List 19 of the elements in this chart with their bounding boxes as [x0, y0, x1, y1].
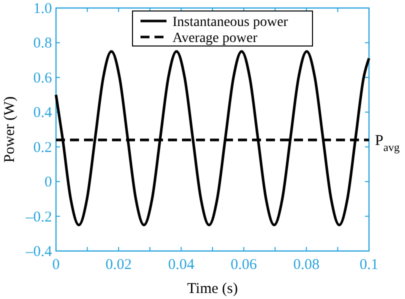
legend-label: Instantaneous power: [172, 15, 288, 30]
y-axis-title: Power (W): [2, 96, 18, 163]
y-tick-label: –0.4: [24, 244, 52, 260]
x-axis-title: Time (s): [187, 281, 238, 297]
y-tick-label: –0.2: [24, 209, 52, 226]
x-tick-label: 0.08: [293, 257, 320, 273]
y-tick-label: 1.0: [33, 1, 52, 17]
legend-label: Average power: [172, 31, 258, 46]
x-tick-label: 0.1: [360, 257, 378, 273]
y-tick-label: 0.2: [33, 140, 52, 156]
x-tick-label: 0.04: [168, 257, 195, 273]
line-series: [54, 50, 370, 226]
y-tick-label: 0: [44, 174, 52, 191]
y-tick-label: 0.4: [33, 105, 52, 122]
annotation: P$_{avg}$: [375, 132, 400, 154]
y-tick-label: 0.6: [33, 70, 52, 86]
x-tick-label: 0.06: [230, 257, 258, 273]
y-tick-label: 0.8: [33, 36, 52, 52]
x-tick-label: 0.02: [105, 257, 132, 273]
